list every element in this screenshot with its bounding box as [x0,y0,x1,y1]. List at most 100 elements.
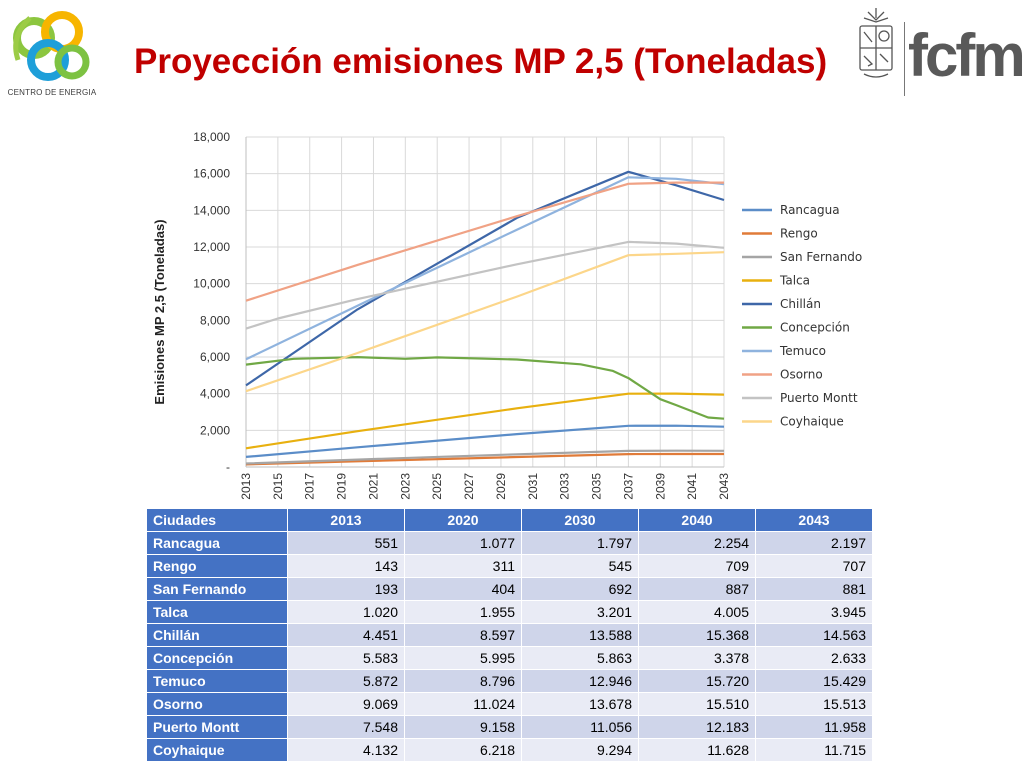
table-row: San Fernando 193 404 692 887 881 [146,577,873,601]
y-tick-label: 2,000 [200,423,230,437]
x-tick-label: 2019 [335,473,349,500]
table-value-cell: 5.872 [287,669,405,693]
table-city-cell: Rengo [146,554,288,578]
table-row: Rancagua 551 1.077 1.797 2.254 2.197 [146,531,873,555]
y-tick-label: 8,000 [200,313,230,327]
table-value-cell: 12.183 [638,715,756,739]
table-value-cell: 692 [521,577,639,601]
table-value-cell: 9.158 [404,715,522,739]
y-tick-label: - [226,460,230,474]
table-value-cell: 15.510 [638,692,756,716]
legend-label: Chillán [780,297,821,311]
series-line-talca [245,392,725,450]
table-city-cell: Talca [146,600,288,624]
table-value-cell: 881 [755,577,873,601]
table-value-cell: 709 [638,554,756,578]
table-value-cell: 143 [287,554,405,578]
university-crest-logo [859,8,893,78]
table-row: Puerto Montt 7.548 9.158 11.056 12.183 11.958 [146,715,873,739]
table-row: Concepción 5.583 5.995 5.863 3.378 2.633 [146,646,873,670]
table-value-cell: 11.715 [755,738,873,762]
y-tick-label: 4,000 [200,387,230,401]
table-city-cell: Temuco [146,669,288,693]
table-value-cell: 1.797 [521,531,639,555]
table-value-cell: 3.201 [521,600,639,624]
table-value-cell: 8.597 [404,623,522,647]
table-value-cell: 4.005 [638,600,756,624]
table-value-cell: 6.218 [404,738,522,762]
table-value-cell: 8.796 [404,669,522,693]
table-value-cell: 707 [755,554,873,578]
table-value-cell: 15.513 [755,692,873,716]
table-row: Temuco 5.872 8.796 12.946 15.720 15.429 [146,669,873,693]
table-value-cell: 4.132 [287,738,405,762]
logo-separator [904,22,905,96]
legend-label: Temuco [779,344,826,358]
series-line-coyhaique [245,251,725,393]
series-line-rengo [245,452,724,466]
table-value-cell: 887 [638,577,756,601]
table-row: Talca 1.020 1.955 3.201 4.005 3.945 [146,600,873,624]
y-tick-label: 10,000 [193,277,230,291]
table-header-cell: 2040 [638,508,756,532]
table-value-cell: 9.069 [287,692,405,716]
table-row: Osorno 9.069 11.024 13.678 15.510 15.513 [146,692,873,716]
table-value-cell: 2.633 [755,646,873,670]
legend-label: San Fernando [780,250,862,264]
series-line-puerto-montt [245,240,725,330]
x-tick-label: 2033 [558,473,572,500]
table-value-cell: 13.588 [521,623,639,647]
x-tick-label: 2013 [239,473,253,500]
table-value-cell: 13.678 [521,692,639,716]
table-city-cell: Puerto Montt [146,715,288,739]
table-row: Coyhaique 4.132 6.218 9.294 11.628 11.715 [146,738,873,762]
table-value-cell: 193 [287,577,405,601]
table-value-cell: 4.451 [287,623,405,647]
table-value-cell: 11.958 [755,715,873,739]
table-value-cell: 9.294 [521,738,639,762]
y-axis-title: Emisiones MP 2,5 (Toneladas) [152,219,167,404]
table-value-cell: 2.197 [755,531,873,555]
y-tick-label: 6,000 [200,350,230,364]
x-tick-label: 2021 [366,473,380,500]
table-value-cell: 15.368 [638,623,756,647]
table-city-cell: Coyhaique [146,738,288,762]
x-tick-label: 2031 [526,473,540,500]
legend-label: Concepción [780,321,850,335]
table-row: Chillán 4.451 8.597 13.588 15.368 14.563 [146,623,873,647]
table-header-cell: Ciudades [146,508,288,532]
table-value-cell: 5.863 [521,646,639,670]
centro-energia-caption: CENTRO DE ENERGIA [7,88,97,97]
table-value-cell: 404 [404,577,522,601]
x-tick-label: 2043 [717,473,731,500]
x-tick-label: 2029 [494,473,508,500]
table-value-cell: 3.945 [755,600,873,624]
table-header-cell: 2013 [287,508,405,532]
legend-label: Coyhaique [780,415,844,429]
y-tick-label: 16,000 [193,167,230,181]
table-city-cell: Chillán [146,623,288,647]
series-line-concepci-n [245,356,725,420]
page-title: Proyección emisiones MP 2,5 (Toneladas) [134,42,828,81]
y-tick-label: 12,000 [193,240,230,254]
series-line-chill-n [245,170,725,387]
legend-label: Talca [779,274,810,288]
y-tick-label: 18,000 [193,130,230,144]
table-value-cell: 5.583 [287,646,405,670]
fcfm-logo: fcfm [908,22,1024,89]
table-value-cell: 12.946 [521,669,639,693]
table-value-cell: 3.378 [638,646,756,670]
series-line-temuco [245,176,725,361]
series-line-rancagua [245,424,725,458]
table-city-cell: Osorno [146,692,288,716]
table-value-cell: 11.024 [404,692,522,716]
x-tick-label: 2025 [430,473,444,500]
table-city-cell: Concepción [146,646,288,670]
table-value-cell: 5.995 [404,646,522,670]
table-header-row: Ciudades 2013 2020 2030 2040 2043 [146,508,873,532]
legend-label: Rancagua [780,203,840,217]
x-tick-label: 2015 [271,473,285,500]
centro-energia-logo [13,11,90,81]
table-value-cell: 7.548 [287,715,405,739]
table-value-cell: 1.077 [404,531,522,555]
